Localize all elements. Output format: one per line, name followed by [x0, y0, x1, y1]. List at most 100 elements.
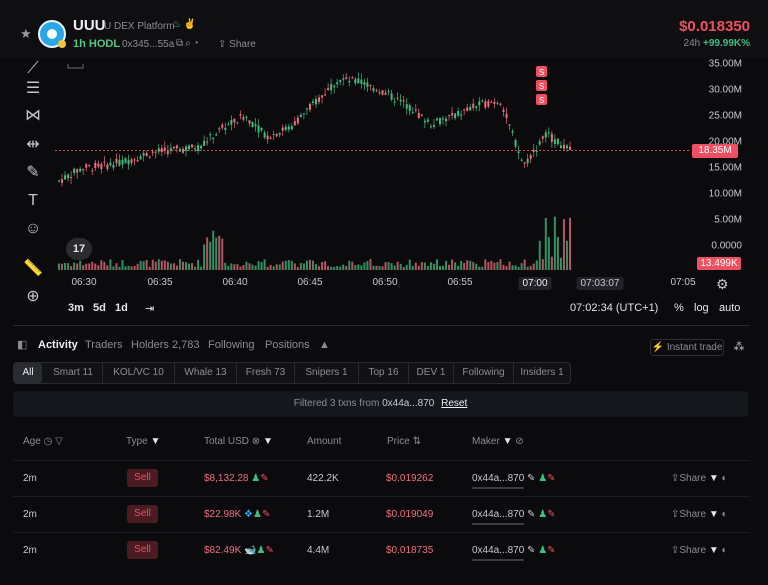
tradingview-logo[interactable]: 17 — [66, 238, 92, 260]
volume-bar — [351, 261, 354, 270]
chip-top[interactable]: Top 16 — [359, 363, 409, 383]
chart-clock[interactable]: 07:02:34 (UTC+1) — [570, 302, 659, 314]
candle-body — [399, 99, 402, 102]
candle-body — [405, 104, 408, 109]
log-toggle[interactable]: log — [694, 302, 709, 314]
timeframe-3m[interactable]: 3m — [68, 302, 84, 314]
emoji-tool-icon[interactable]: ☺ — [24, 220, 42, 237]
volume-bar — [538, 240, 541, 270]
y-tick-label: 35.00M — [708, 58, 742, 70]
volume-bar — [511, 265, 514, 270]
chip-kol-vc[interactable]: KOL/VC 10 — [103, 363, 175, 383]
chip-smart[interactable]: Smart 11 — [44, 363, 103, 383]
token-symbol: UUU — [73, 17, 106, 34]
row-share-button[interactable]: ⇪Share ▼ ◐ — [671, 509, 728, 520]
total-usd-cell: $8,132.28 ♟✎ — [204, 473, 269, 484]
price-chart[interactable]: SSS — [55, 58, 690, 274]
volume-bar — [64, 263, 67, 270]
header-share-button[interactable]: ⇪ Share — [218, 39, 256, 50]
volume-bar — [79, 260, 82, 270]
row-share-button[interactable]: ⇪Share ▼ ◐ — [671, 545, 728, 556]
row-share-button[interactable]: ⇪Share ▼ ◐ — [671, 473, 728, 484]
col-maker[interactable]: Maker ▼ ⊘ — [472, 436, 524, 447]
table-row[interactable]: 2m Sell $82.49K 🐋♟✎ 4.4M $0.018735 0x44a… — [13, 532, 750, 568]
maker-cell[interactable]: 0x44a...870 ✎ ♟✎ — [472, 509, 556, 525]
volume-bar — [221, 238, 224, 270]
volume-bar — [345, 265, 348, 270]
chip-snipers[interactable]: Snipers 1 — [295, 363, 359, 383]
volume-bar — [532, 263, 535, 270]
chip-all[interactable]: All — [14, 363, 42, 383]
volume-bar — [263, 259, 266, 270]
timeframe-1d[interactable]: 1d — [115, 302, 128, 314]
star-icon[interactable]: ★ — [20, 26, 32, 41]
table-row[interactable]: 2m Sell $22.98K ❖♟✎ 1.2M $0.019049 0x44a… — [13, 496, 750, 532]
volume-bar — [94, 263, 97, 270]
candle-body — [502, 109, 505, 112]
pattern-tool-icon[interactable]: ⋈ — [25, 107, 41, 124]
timeframe-5d[interactable]: 5d — [93, 302, 106, 314]
y-axis: 35.00M 30.00M 25.00M 20.00M 15.00M 10.00M 5.00… — [700, 58, 760, 274]
volume-bar — [121, 260, 124, 270]
gear-icon[interactable]: ⚙ — [716, 276, 729, 292]
maker-cell[interactable]: 0x44a...870 ✎ ♟✎ — [472, 545, 556, 561]
candle-body — [257, 125, 260, 133]
candle-body — [308, 103, 311, 110]
instant-trade-button[interactable]: ⚡ Instant trade — [650, 339, 724, 356]
date-range-icon[interactable]: ⇥ — [145, 303, 155, 315]
volume-bar — [381, 266, 384, 270]
reset-button[interactable]: Reset — [441, 398, 468, 409]
settings-dots-icon[interactable]: ⁂ — [733, 341, 745, 353]
col-amount[interactable]: Amount — [307, 436, 342, 447]
chip-dev[interactable]: DEV 1 — [409, 363, 454, 383]
volume-bar — [248, 263, 251, 270]
candle-body — [293, 121, 296, 126]
col-type[interactable]: Type ▼ — [126, 436, 161, 447]
candle-body — [351, 77, 354, 79]
volume-bar — [266, 266, 269, 270]
tab-holders[interactable]: Holders 2,783 — [131, 339, 200, 351]
tab-positions[interactable]: Positions — [265, 339, 310, 351]
candle-body — [73, 168, 76, 174]
copy-search-icons[interactable]: ⧉⌕◔ — [176, 38, 201, 49]
chip-following[interactable]: Following — [454, 363, 514, 383]
candle-body — [269, 137, 272, 139]
chevron-up-icon[interactable]: ▲ — [319, 339, 330, 351]
percent-toggle[interactable]: % — [674, 302, 684, 314]
col-total-usd[interactable]: Total USD ⊗ ▼ — [204, 436, 273, 447]
col-price[interactable]: Price ⇅ — [387, 436, 421, 447]
volume-bar — [197, 259, 200, 270]
panel-toggle-icon[interactable]: ◧ — [17, 339, 28, 351]
ruler-tool-icon[interactable]: 📏 — [23, 260, 43, 277]
table-row[interactable]: 2m Sell $8,132.28 ♟✎ 422.2K $0.019262 0x… — [13, 460, 750, 496]
sell-marker-label: S — [539, 96, 544, 105]
candle-body — [287, 126, 290, 130]
zoom-tool-icon[interactable]: ⊕ — [26, 288, 40, 305]
chip-whale[interactable]: Whale 13 — [175, 363, 237, 383]
col-age[interactable]: Age ◷ ▽ — [23, 436, 63, 447]
brush-tool-icon[interactable]: ✎ — [26, 164, 40, 181]
contract-address[interactable]: 0x345...55a — [122, 39, 175, 50]
candle-body — [115, 158, 118, 164]
volume-bar — [151, 259, 154, 270]
candle-body — [112, 164, 115, 168]
fib-tool-icon[interactable]: ⇹ — [26, 136, 40, 153]
tab-traders[interactable]: Traders — [85, 339, 123, 351]
cursor-tool-icon[interactable]: ⟋ — [27, 60, 39, 77]
total-usd-cell: $82.49K 🐋♟✎ — [204, 545, 274, 556]
candle-body — [469, 106, 472, 111]
candle-body — [224, 127, 227, 131]
text-tool-icon[interactable]: T — [28, 192, 38, 209]
maker-cell[interactable]: 0x44a...870 ✎ ♟✎ — [472, 473, 556, 489]
lines-tool-icon[interactable]: ☰ — [25, 80, 41, 97]
auto-toggle[interactable]: auto — [719, 302, 741, 314]
chip-fresh[interactable]: Fresh 73 — [237, 363, 295, 383]
tab-activity[interactable]: Activity — [38, 339, 78, 351]
volume-bar — [565, 240, 568, 270]
volume-bar — [438, 266, 441, 270]
volume-bar — [333, 266, 336, 270]
candle-body — [296, 117, 299, 124]
chip-insiders[interactable]: Insiders 1 — [520, 367, 564, 378]
tab-following[interactable]: Following — [208, 339, 255, 351]
volume-bar — [188, 263, 191, 270]
